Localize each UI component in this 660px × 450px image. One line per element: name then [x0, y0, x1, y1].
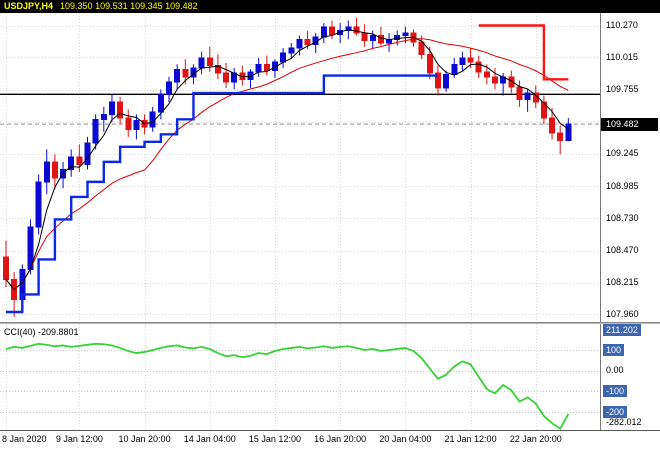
time-axis-label: 14 Jan 04:00: [183, 434, 236, 444]
chart-title-bar: USDJPY,H4 109.350 109.531 109.345 109.482: [0, 0, 660, 13]
time-axis[interactable]: 8 Jan 2020 9 Jan 12:00 10 Jan 20:00 14 Jan …: [0, 431, 660, 450]
price-axis-label: 110.270: [606, 20, 638, 30]
time-axis-label: 9 Jan 12:00: [55, 434, 103, 444]
time-axis-label: 8 Jan 2020: [2, 434, 47, 444]
cci-axis-label: 100: [603, 343, 625, 356]
ohlc-values-label: 109.350 109.531 109.345 109.482: [60, 1, 198, 11]
cci-indicator-panel[interactable]: [0, 324, 600, 430]
price-axis[interactable]: 110.270 110.015 109.755 109.245 108.985 108.7…: [600, 13, 660, 322]
price-axis-label: 109.755: [606, 84, 639, 95]
price-chart-area[interactable]: [0, 13, 600, 322]
time-axis-label: 16 Jan 20:00: [314, 434, 367, 444]
current-price-box: 109.482: [601, 117, 658, 131]
time-axis-separator: [0, 430, 660, 431]
time-axis-label: 21 Jan 12:00: [444, 434, 497, 444]
time-axis-label: 22 Jan 20:00: [509, 434, 562, 444]
cci-canvas: [0, 324, 600, 430]
price-axis-label: 110.015: [606, 51, 638, 62]
price-axis-label: 107.960: [606, 308, 639, 319]
price-axis-label: 108.215: [606, 277, 639, 288]
price-axis-label: 109.245: [606, 148, 639, 159]
cci-indicator-label: CCI(40) -209.8801: [4, 327, 79, 337]
cci-axis-label: -282.012: [606, 417, 642, 427]
time-axis-label: 20 Jan 04:00: [379, 434, 432, 444]
cci-axis-label: 211.202: [603, 324, 641, 336]
price-axis-label: 108.470: [606, 245, 639, 256]
price-chart-canvas: [0, 13, 600, 322]
cci-axis-label: -200: [603, 405, 628, 418]
cci-axis-label: 0.00: [606, 364, 624, 375]
panel-splitter[interactable]: [0, 322, 660, 324]
time-axis-label: 10 Jan 20:00: [118, 434, 171, 444]
price-axis-label: 108.985: [606, 180, 639, 191]
time-axis-label: 15 Jan 12:00: [248, 434, 301, 444]
cci-axis[interactable]: 211.202 100 0.00 -100 -200 -282.012: [600, 324, 660, 430]
cci-axis-label: -100: [603, 385, 628, 398]
price-axis-label: 108.730: [606, 212, 639, 223]
symbol-timeframe-label: USDJPY,H4: [4, 1, 54, 11]
